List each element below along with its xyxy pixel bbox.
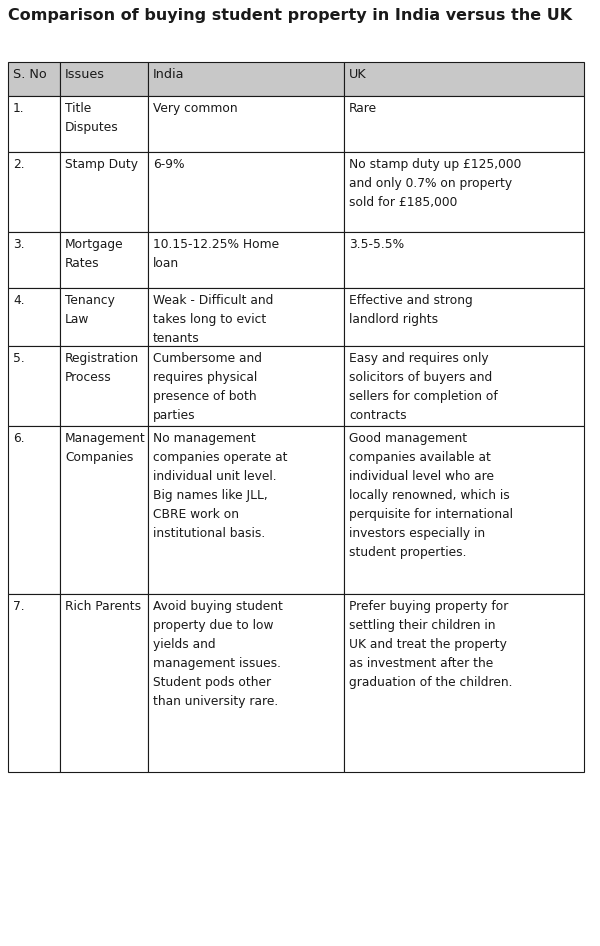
Bar — [344, 594, 584, 772]
Bar — [148, 96, 344, 152]
Text: 1.: 1. — [13, 102, 25, 115]
Text: Mortgage
Rates: Mortgage Rates — [65, 238, 124, 270]
Text: 10.15-12.25% Home
loan: 10.15-12.25% Home loan — [153, 238, 279, 270]
Bar — [60, 96, 148, 152]
Text: 4.: 4. — [13, 294, 25, 307]
Bar — [60, 288, 148, 346]
Bar — [344, 62, 584, 96]
Text: 3.5-5.5%: 3.5-5.5% — [349, 238, 404, 251]
Text: Rich Parents: Rich Parents — [65, 600, 141, 613]
Text: 2.: 2. — [13, 158, 25, 171]
Bar — [344, 426, 584, 594]
Bar — [344, 346, 584, 426]
Text: 6-9%: 6-9% — [153, 158, 185, 171]
Bar — [344, 96, 584, 152]
Text: No stamp duty up £125,000
and only 0.7% on property
sold for £185,000: No stamp duty up £125,000 and only 0.7% … — [349, 158, 521, 209]
Bar — [8, 152, 60, 232]
Bar — [60, 152, 148, 232]
Bar — [60, 426, 148, 594]
Text: Issues: Issues — [65, 68, 105, 81]
Text: Management
Companies: Management Companies — [65, 432, 146, 464]
Text: Prefer buying property for
settling their children in
UK and treat the property
: Prefer buying property for settling thei… — [349, 600, 512, 689]
Bar — [8, 346, 60, 426]
Text: 7.: 7. — [13, 600, 25, 613]
Bar — [148, 346, 344, 426]
Bar — [8, 426, 60, 594]
Text: UK: UK — [349, 68, 367, 81]
Text: India: India — [153, 68, 185, 81]
Bar — [344, 152, 584, 232]
Text: Stamp Duty: Stamp Duty — [65, 158, 138, 171]
Text: Weak - Difficult and
takes long to evict
tenants: Weak - Difficult and takes long to evict… — [153, 294, 274, 345]
Bar — [148, 232, 344, 288]
Bar — [148, 152, 344, 232]
Bar — [60, 62, 148, 96]
Bar — [148, 594, 344, 772]
Bar — [8, 594, 60, 772]
Text: S. No: S. No — [13, 68, 47, 81]
Text: Title
Disputes: Title Disputes — [65, 102, 119, 134]
Text: 5.: 5. — [13, 352, 25, 365]
Text: Very common: Very common — [153, 102, 238, 115]
Text: Easy and requires only
solicitors of buyers and
sellers for completion of
contra: Easy and requires only solicitors of buy… — [349, 352, 498, 422]
Text: Registration
Process: Registration Process — [65, 352, 139, 384]
Text: Avoid buying student
property due to low
yields and
management issues.
Student p: Avoid buying student property due to low… — [153, 600, 283, 708]
Text: Rare: Rare — [349, 102, 377, 115]
Text: 6.: 6. — [13, 432, 25, 445]
Bar — [344, 232, 584, 288]
Bar — [8, 288, 60, 346]
Text: Good management
companies available at
individual level who are
locally renowned: Good management companies available at i… — [349, 432, 513, 559]
Bar — [8, 232, 60, 288]
Text: Cumbersome and
requires physical
presence of both
parties: Cumbersome and requires physical presenc… — [153, 352, 262, 422]
Text: No management
companies operate at
individual unit level.
Big names like JLL,
CB: No management companies operate at indiv… — [153, 432, 287, 540]
Text: Tenancy
Law: Tenancy Law — [65, 294, 115, 326]
Bar — [60, 594, 148, 772]
Bar — [8, 62, 60, 96]
Text: Comparison of buying student property in India versus the UK: Comparison of buying student property in… — [8, 8, 572, 23]
Bar — [344, 288, 584, 346]
Bar — [148, 426, 344, 594]
Bar — [148, 62, 344, 96]
Bar — [60, 232, 148, 288]
Text: 3.: 3. — [13, 238, 25, 251]
Bar — [60, 346, 148, 426]
Bar — [8, 96, 60, 152]
Bar — [148, 288, 344, 346]
Text: Effective and strong
landlord rights: Effective and strong landlord rights — [349, 294, 473, 326]
